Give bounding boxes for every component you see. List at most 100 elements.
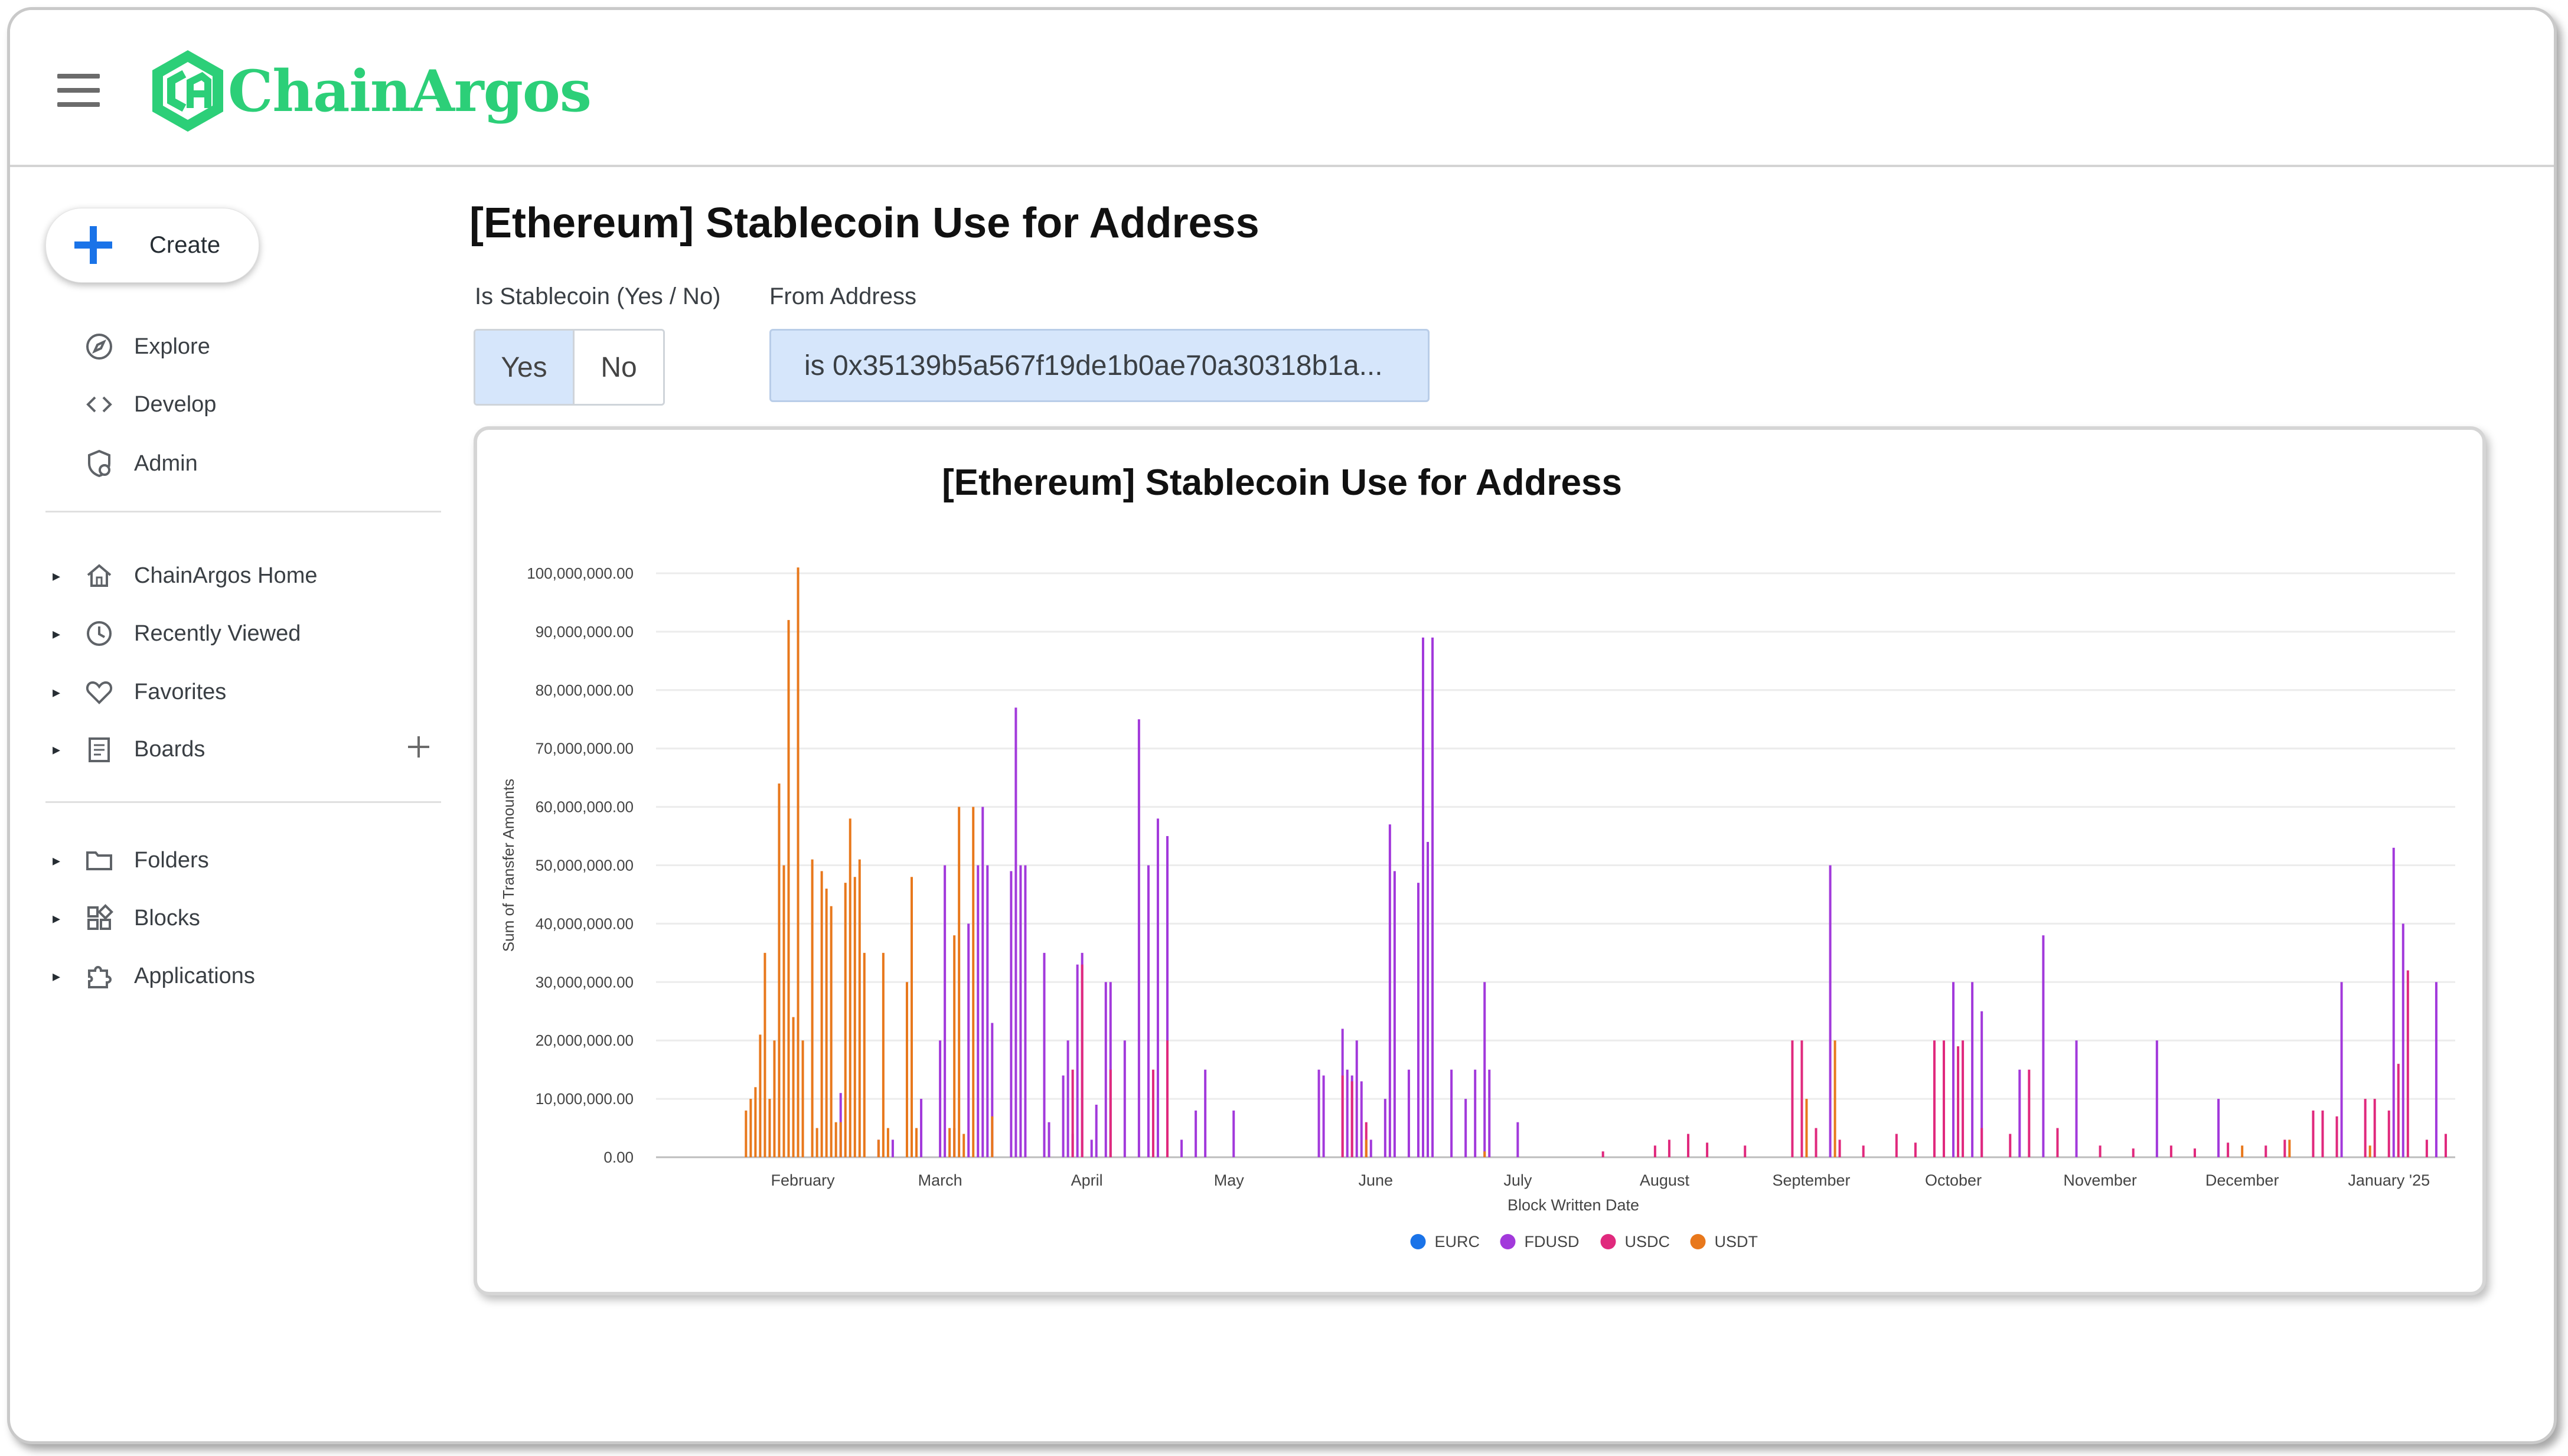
bar-fdusd[interactable] <box>1346 1069 1349 1157</box>
bar-usdt[interactable] <box>820 871 823 1157</box>
bar-fdusd[interactable] <box>1450 1069 1453 1157</box>
bar-usdc[interactable] <box>1687 1134 1690 1157</box>
legend-entry[interactable]: EURC <box>1435 1233 1480 1251</box>
bar-usdc[interactable] <box>2099 1145 2102 1157</box>
sidebar-item-favorites[interactable]: ▸ Favorites <box>53 674 226 710</box>
bar-fdusd[interactable] <box>991 1023 994 1157</box>
bar-usdc[interactable] <box>2387 1110 2390 1157</box>
bar-fdusd[interactable] <box>1180 1140 1183 1157</box>
bar-fdusd[interactable] <box>1019 865 1022 1158</box>
sidebar-item-chainargos-home[interactable]: ▸ ChainArgos Home <box>53 558 317 593</box>
bar-usdc[interactable] <box>1838 1140 1841 1157</box>
bar-usdc[interactable] <box>1071 1069 1074 1157</box>
bar-usdt[interactable] <box>844 883 847 1157</box>
bar-usdc[interactable] <box>2193 1148 2196 1157</box>
bar-fdusd[interactable] <box>1388 824 1391 1157</box>
bar-fdusd[interactable] <box>891 1140 894 1157</box>
bar-fdusd[interactable] <box>1431 637 1434 1157</box>
bar-usdc[interactable] <box>2028 1069 2031 1157</box>
bar-fdusd[interactable] <box>939 1040 942 1157</box>
bar-usdc[interactable] <box>1653 1145 1656 1157</box>
bar-usdt[interactable] <box>1365 1140 1368 1157</box>
from-address-field[interactable]: is 0x35139b5a567f19de1b0ae70a30318b1a... <box>769 329 1430 402</box>
bar-usdt[interactable] <box>863 952 866 1157</box>
bar-usdt[interactable] <box>754 1087 757 1157</box>
bar-usdt[interactable] <box>972 807 975 1157</box>
bar-usdc[interactable] <box>2009 1134 2012 1157</box>
bar-usdc[interactable] <box>2056 1128 2059 1157</box>
bar-usdt[interactable] <box>1805 1099 1808 1157</box>
bar-fdusd[interactable] <box>1488 1069 1491 1157</box>
yes-toggle-button[interactable]: Yes <box>475 331 575 404</box>
caret-right-icon[interactable]: ▸ <box>53 683 61 701</box>
bar-usdt[interactable] <box>915 1128 918 1157</box>
sidebar-item-recently-viewed[interactable]: ▸ Recently Viewed <box>53 616 301 651</box>
bar-usdc[interactable] <box>1668 1140 1670 1157</box>
sidebar-item-boards[interactable]: ▸ Boards <box>53 732 205 767</box>
bar-usdc[interactable] <box>1914 1142 1917 1157</box>
bar-usdc[interactable] <box>1341 1075 1344 1157</box>
bar-usdc[interactable] <box>2425 1140 2428 1157</box>
bar-usdt[interactable] <box>782 865 785 1158</box>
bar-fdusd[interactable] <box>2401 923 2404 1157</box>
bar-fdusd[interactable] <box>1090 1140 1093 1157</box>
bar-usdt[interactable] <box>797 567 800 1157</box>
bar-usdt[interactable] <box>877 1140 880 1157</box>
bar-fdusd[interactable] <box>1095 1104 1098 1157</box>
legend-entry[interactable]: USDT <box>1715 1233 1758 1251</box>
bar-fdusd[interactable] <box>1147 865 1150 1158</box>
bar-fdusd[interactable] <box>1417 883 1420 1157</box>
bar-usdc[interactable] <box>1109 1069 1112 1157</box>
bar-usdt[interactable] <box>825 889 828 1157</box>
bar-fdusd[interactable] <box>1076 964 1079 1157</box>
bar-usdc[interactable] <box>1601 1151 1604 1157</box>
sidebar-item-folders[interactable]: ▸ Folders <box>53 843 209 878</box>
bar-usdt[interactable] <box>759 1034 762 1157</box>
bar-fdusd[interactable] <box>2340 982 2343 1157</box>
bar-usdc[interactable] <box>1895 1134 1898 1157</box>
caret-right-icon[interactable]: ▸ <box>53 624 61 642</box>
bar-fdusd[interactable] <box>1204 1069 1207 1157</box>
bar-usdc[interactable] <box>1800 1040 1803 1157</box>
add-board-icon[interactable] <box>406 734 432 760</box>
caret-right-icon[interactable]: ▸ <box>53 566 61 585</box>
bar-usdt[interactable] <box>953 935 956 1157</box>
bar-fdusd[interactable] <box>2042 935 2045 1157</box>
bar-fdusd[interactable] <box>1421 637 1424 1157</box>
bar-usdt[interactable] <box>787 620 790 1157</box>
bar-usdc[interactable] <box>1957 1046 1960 1157</box>
bar-fdusd[interactable] <box>2217 1099 2220 1157</box>
bar-usdt[interactable] <box>962 1134 965 1157</box>
bar-fdusd[interactable] <box>2435 982 2438 1157</box>
bar-fdusd[interactable] <box>1393 871 1396 1157</box>
caret-right-icon[interactable]: ▸ <box>53 851 61 869</box>
bar-fdusd[interactable] <box>1464 1099 1467 1157</box>
bar-fdusd[interactable] <box>1062 1075 1065 1157</box>
bar-usdt[interactable] <box>768 1099 771 1157</box>
bar-usdt[interactable] <box>830 906 833 1157</box>
bar-fdusd[interactable] <box>1123 1040 1126 1157</box>
bar-usdt[interactable] <box>773 1040 776 1157</box>
bar-fdusd[interactable] <box>1024 865 1027 1158</box>
bar-usdt[interactable] <box>763 952 766 1157</box>
bar-fdusd[interactable] <box>981 807 984 1157</box>
bar-fdusd[interactable] <box>2392 847 2395 1157</box>
bar-fdusd[interactable] <box>1066 1040 1069 1157</box>
bar-usdc[interactable] <box>2397 1063 2400 1157</box>
bar-usdc[interactable] <box>2321 1110 2324 1157</box>
bar-usdc[interactable] <box>2364 1099 2367 1157</box>
bar-usdt[interactable] <box>905 982 908 1157</box>
bar-usdc[interactable] <box>1815 1128 1817 1157</box>
bar-fdusd[interactable] <box>1516 1122 1519 1157</box>
hamburger-menu-icon[interactable] <box>57 74 100 107</box>
bar-fdusd[interactable] <box>1232 1110 1235 1157</box>
sidebar-item-explore[interactable]: Explore <box>53 329 210 364</box>
bar-fdusd[interactable] <box>1980 1011 1983 1157</box>
bar-usdc[interactable] <box>2132 1148 2135 1157</box>
sidebar-item-admin[interactable]: Admin <box>53 446 198 481</box>
bar-usdc[interactable] <box>1962 1040 1965 1157</box>
bar-fdusd[interactable] <box>1156 818 1159 1157</box>
bar-fdusd[interactable] <box>1043 952 1046 1157</box>
bar-usdt[interactable] <box>792 1017 795 1157</box>
bar-usdc[interactable] <box>1081 964 1084 1157</box>
